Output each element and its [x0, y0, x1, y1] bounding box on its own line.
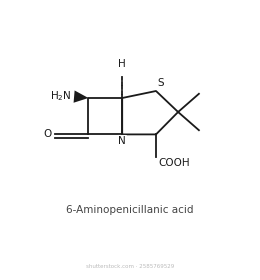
Text: shutterstock.com · 2585769529: shutterstock.com · 2585769529 [86, 263, 174, 269]
Text: S: S [157, 78, 164, 88]
Text: H$_2$N: H$_2$N [50, 89, 72, 103]
Text: O: O [44, 129, 52, 139]
Polygon shape [74, 90, 88, 103]
Text: 6-Aminopenicillanic acid: 6-Aminopenicillanic acid [66, 205, 194, 215]
Text: H: H [118, 59, 126, 69]
Text: N: N [118, 136, 126, 146]
Text: COOH: COOH [159, 158, 190, 168]
